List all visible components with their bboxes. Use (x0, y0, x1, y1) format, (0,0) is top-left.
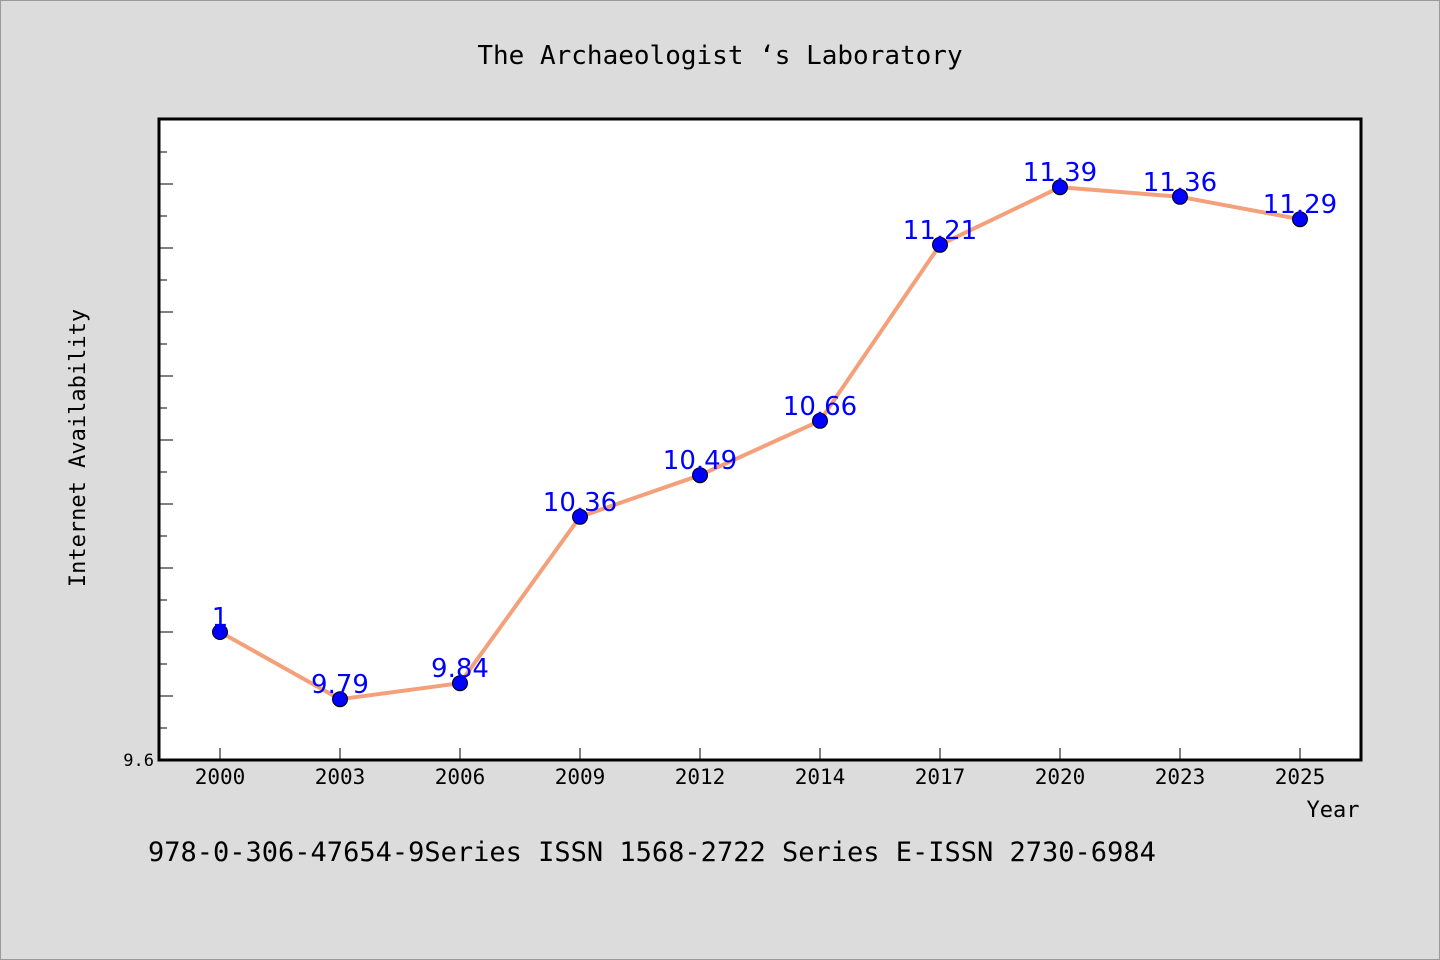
x-tick-label: 2025 (1275, 765, 1326, 789)
x-tick-label: 2020 (1035, 765, 1086, 789)
x-tick-label: 2006 (435, 765, 486, 789)
data-point (572, 508, 588, 525)
y-axis-ticks: 9.6 (123, 151, 173, 771)
x-tick-label: 2000 (195, 765, 246, 789)
data-label: 9.84 (431, 654, 489, 684)
data-label: 11.36 (1143, 168, 1217, 198)
x-tick-label: 2012 (675, 765, 726, 789)
data-label: 10.66 (783, 392, 857, 422)
x-tick-label: 2023 (1155, 765, 1206, 789)
data-point (1052, 179, 1068, 196)
x-tick-label: 2014 (795, 765, 846, 789)
data-label: 1 (212, 603, 229, 633)
chart-title: The Archaeologist ‘s Laboratory (477, 41, 962, 71)
x-tick-label: 2003 (315, 765, 366, 789)
x-axis-ticks: 2000 2003 2006 2009 2012 2014 2017 2020 2023 2025 (195, 748, 1326, 789)
x-tick-label: 2009 (555, 765, 606, 789)
data-label: 10.36 (543, 488, 617, 518)
data-point (1172, 188, 1188, 205)
data-point (452, 675, 468, 692)
data-point (332, 691, 348, 708)
series-line-group (212, 179, 1308, 708)
data-point (932, 236, 948, 253)
x-tick-label: 2017 (915, 765, 966, 789)
series-line (219, 185, 1301, 702)
data-label: 10.49 (663, 446, 737, 476)
plot-area (157, 117, 1363, 762)
data-point (212, 624, 228, 640)
x-axis-title: Year (1307, 798, 1360, 823)
data-label: 11.29 (1263, 190, 1337, 220)
footer-isbn-text: 978-0-306-47654-9Series ISSN 1568-2722 S… (148, 837, 1156, 868)
y-axis-title: Internet Availability (66, 309, 91, 587)
data-label: 9.79 (311, 670, 369, 700)
data-point (812, 412, 828, 429)
data-label: 11.39 (1023, 158, 1097, 188)
y-tick-label: 9.6 (123, 751, 154, 771)
data-point (1292, 211, 1308, 228)
data-label: 11.21 (903, 216, 977, 246)
data-labels: 1 9.79 9.84 10.36 10.49 10.66 11.21 11.39 11.36 1… (212, 158, 1337, 700)
data-point (692, 467, 708, 484)
